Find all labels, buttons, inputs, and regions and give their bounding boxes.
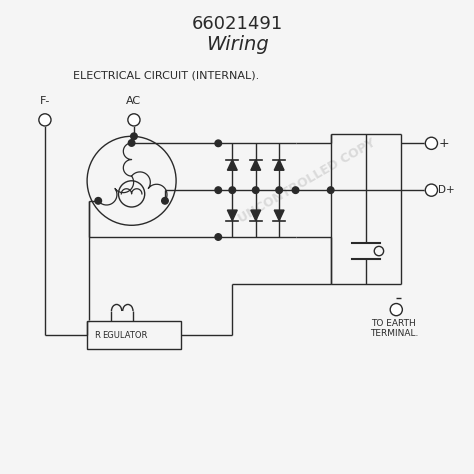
Text: EGULATOR: EGULATOR bbox=[102, 331, 147, 340]
Circle shape bbox=[215, 187, 221, 193]
Text: D+: D+ bbox=[438, 185, 455, 195]
Text: R: R bbox=[94, 331, 100, 340]
Circle shape bbox=[215, 234, 221, 240]
Polygon shape bbox=[251, 210, 261, 220]
Text: AC: AC bbox=[127, 96, 142, 106]
Text: 66021491: 66021491 bbox=[191, 15, 283, 33]
Bar bbox=[87, 321, 181, 349]
Polygon shape bbox=[251, 160, 261, 170]
Circle shape bbox=[328, 187, 334, 193]
Circle shape bbox=[276, 187, 283, 193]
Text: ELECTRICAL CIRCUIT (INTERNAL).: ELECTRICAL CIRCUIT (INTERNAL). bbox=[73, 70, 259, 81]
Circle shape bbox=[253, 187, 259, 193]
Circle shape bbox=[215, 140, 221, 146]
Polygon shape bbox=[274, 210, 284, 220]
Circle shape bbox=[162, 198, 168, 204]
Polygon shape bbox=[228, 210, 237, 220]
Text: +: + bbox=[438, 137, 449, 150]
Polygon shape bbox=[274, 160, 284, 170]
Circle shape bbox=[131, 133, 137, 139]
Circle shape bbox=[425, 137, 438, 149]
Text: UNCONTROLLED COPY: UNCONTROLLED COPY bbox=[237, 136, 378, 226]
Text: F-: F- bbox=[40, 96, 50, 106]
Text: TO EARTH
TERMINAL.: TO EARTH TERMINAL. bbox=[370, 319, 418, 338]
Circle shape bbox=[390, 303, 402, 316]
Circle shape bbox=[425, 184, 438, 196]
Text: Wiring: Wiring bbox=[206, 36, 268, 55]
Circle shape bbox=[39, 114, 51, 126]
Polygon shape bbox=[228, 160, 237, 170]
Circle shape bbox=[229, 187, 236, 193]
Circle shape bbox=[128, 140, 135, 146]
Circle shape bbox=[95, 198, 101, 204]
Circle shape bbox=[292, 187, 299, 193]
Circle shape bbox=[128, 114, 140, 126]
